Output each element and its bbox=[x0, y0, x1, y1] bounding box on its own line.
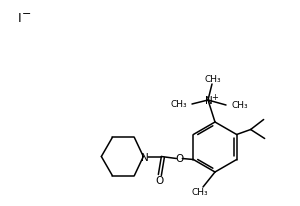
Text: CH₃: CH₃ bbox=[170, 100, 187, 109]
Text: N: N bbox=[142, 153, 149, 163]
Text: I: I bbox=[18, 12, 22, 24]
Text: −: − bbox=[22, 9, 32, 19]
Text: O: O bbox=[175, 154, 184, 164]
Text: CH₃: CH₃ bbox=[205, 75, 221, 84]
Text: +: + bbox=[212, 93, 218, 102]
Text: CH₃: CH₃ bbox=[231, 101, 247, 110]
Text: N: N bbox=[205, 96, 213, 105]
Text: O: O bbox=[155, 176, 164, 186]
Text: CH₃: CH₃ bbox=[192, 188, 208, 197]
